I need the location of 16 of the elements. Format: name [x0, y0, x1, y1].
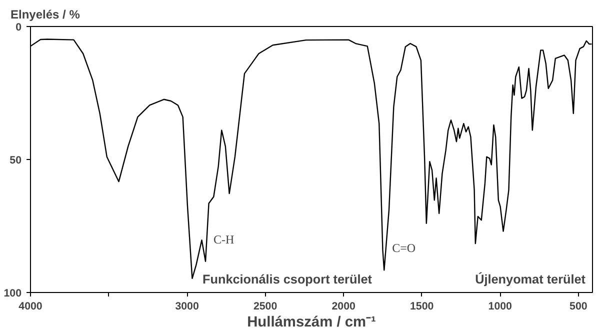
y-tick-label: 50 — [10, 154, 22, 166]
x-tick-label: 2500 — [253, 300, 278, 312]
y-axis-title: Elnyelés / % — [10, 8, 80, 22]
x-tick-label: 500 — [570, 300, 588, 312]
y-tick-label: 0 — [16, 22, 22, 34]
annotation: C-H — [214, 232, 235, 246]
x-tick-label: 1500 — [410, 300, 434, 312]
annotation: Újlenyomat terület — [475, 272, 586, 286]
annotation: Funkcionális csoport terület — [202, 272, 373, 286]
y-tick-label: 100 — [4, 288, 22, 300]
x-tick-label: 1000 — [488, 300, 512, 312]
x-tick-label: 4000 — [18, 300, 42, 312]
x-tick-label: 2000 — [332, 300, 356, 312]
annotation: C=O — [392, 241, 416, 256]
x-axis-title: Hullámszám / cm⁻¹ — [247, 314, 376, 330]
x-tick-label: 3000 — [175, 300, 199, 312]
